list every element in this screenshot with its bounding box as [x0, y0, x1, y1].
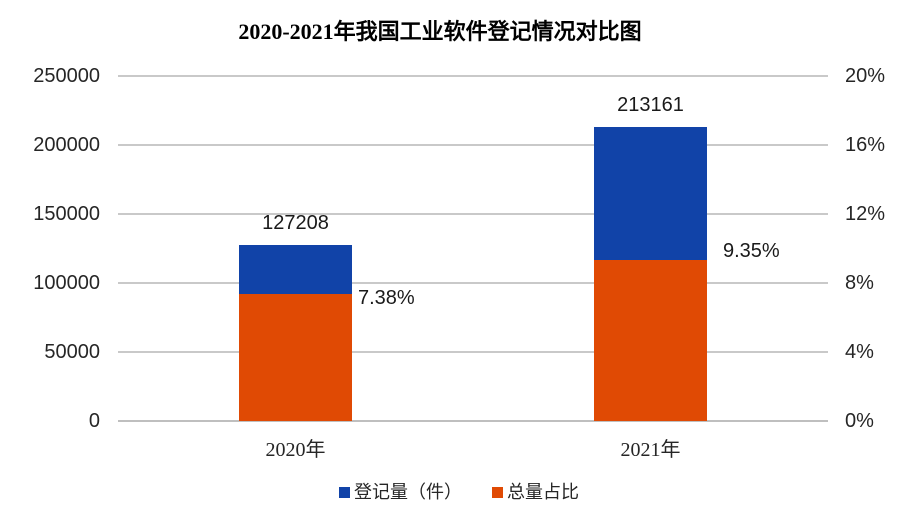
legend: 登记量（件） 总量占比 — [0, 481, 918, 503]
bar-share-percent-2020年 — [239, 293, 352, 421]
y-axis-tick-right: 0% — [845, 410, 874, 432]
y-axis-tick-left: 200000 — [33, 134, 100, 156]
data-label-share-percent: 7.38% — [358, 286, 415, 309]
legend-label-registration-count: 登记量（件） — [354, 482, 462, 502]
x-axis-tick-2021年: 2021年 — [620, 439, 681, 461]
bar-share-percent-2021年 — [594, 259, 707, 421]
gridline — [118, 144, 828, 146]
gridline — [118, 351, 828, 353]
legend-item-share-percent: 总量占比 — [492, 481, 579, 503]
y-axis-tick-right: 16% — [845, 134, 886, 156]
x-axis-baseline — [118, 420, 828, 422]
y-axis-tick-right: 4% — [845, 341, 874, 363]
gridline — [118, 282, 828, 284]
y-axis-tick-left: 250000 — [33, 65, 100, 87]
legend-item-registration-count: 登记量（件） — [339, 481, 462, 503]
data-label-registration-count: 213161 — [617, 93, 684, 116]
gridline — [118, 75, 828, 77]
y-axis-tick-right: 20% — [845, 65, 886, 87]
y-axis-tick-left: 50000 — [44, 341, 100, 363]
y-axis-tick-left: 0 — [88, 410, 100, 432]
y-axis-tick-left: 150000 — [33, 203, 100, 225]
gridline — [118, 213, 828, 215]
legend-swatch-orange-icon — [492, 486, 503, 498]
legend-swatch-blue-icon — [339, 486, 350, 498]
data-label-registration-count: 127208 — [262, 212, 329, 235]
y-axis-tick-left: 100000 — [33, 272, 100, 294]
legend-label-share-percent: 总量占比 — [507, 482, 579, 502]
data-label-share-percent: 9.35% — [723, 239, 780, 262]
y-axis-tick-right: 8% — [845, 272, 874, 294]
x-axis-tick-2020年: 2020年 — [265, 439, 326, 461]
chart-title: 2020-2021年我国工业软件登记情况对比图 — [238, 19, 642, 44]
y-axis-tick-right: 12% — [845, 203, 886, 225]
